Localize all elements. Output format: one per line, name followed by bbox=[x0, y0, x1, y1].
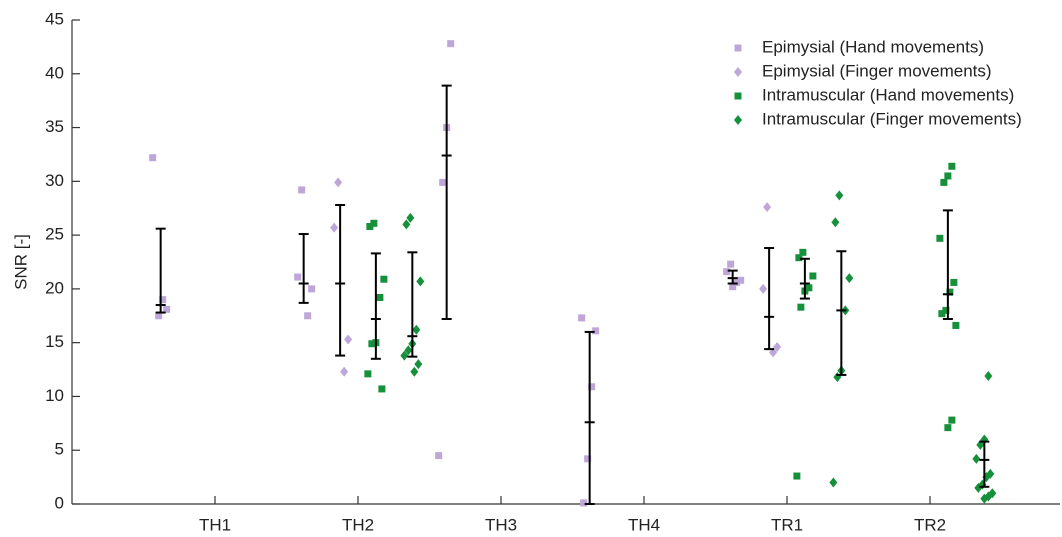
x-tick-label: TH1 bbox=[199, 515, 231, 534]
data-point bbox=[759, 283, 768, 294]
x-tick-label: TR1 bbox=[771, 515, 803, 534]
data-point bbox=[763, 202, 772, 213]
data-point bbox=[376, 293, 384, 301]
data-point bbox=[304, 312, 312, 320]
data-point bbox=[944, 424, 952, 432]
y-tick-label: 5 bbox=[55, 440, 64, 459]
data-point bbox=[829, 477, 838, 488]
x-tick-label: TH3 bbox=[485, 515, 517, 534]
data-point bbox=[364, 370, 372, 378]
data-point bbox=[938, 310, 946, 318]
data-point bbox=[406, 212, 415, 223]
data-point bbox=[416, 276, 425, 287]
data-point bbox=[334, 177, 343, 188]
data-point bbox=[809, 272, 817, 280]
y-tick-label: 0 bbox=[55, 493, 64, 512]
y-tick-label: 45 bbox=[45, 9, 64, 28]
data-point bbox=[578, 314, 586, 322]
data-point bbox=[737, 276, 745, 284]
data-point bbox=[948, 162, 956, 170]
data-point bbox=[984, 371, 993, 382]
data-point bbox=[380, 275, 388, 283]
x-tick-label: TR2 bbox=[914, 515, 946, 534]
data-point bbox=[435, 452, 443, 460]
legend-label: Epimysial (Hand movements) bbox=[762, 37, 984, 56]
legend-marker bbox=[734, 44, 742, 52]
data-point bbox=[439, 178, 447, 186]
legend-label: Intramuscular (Hand movements) bbox=[762, 85, 1014, 104]
data-point bbox=[723, 268, 731, 276]
data-point bbox=[404, 345, 413, 356]
legend-marker bbox=[734, 115, 742, 125]
y-tick-label: 20 bbox=[45, 278, 64, 297]
data-point bbox=[835, 190, 844, 201]
data-point bbox=[980, 493, 989, 504]
legend-marker bbox=[734, 92, 742, 100]
x-tick-label: TH2 bbox=[342, 515, 374, 534]
data-point bbox=[159, 296, 167, 304]
data-point bbox=[793, 472, 801, 480]
data-point bbox=[378, 385, 386, 393]
data-point bbox=[952, 321, 960, 329]
data-point bbox=[447, 40, 455, 48]
data-point bbox=[400, 350, 409, 361]
y-tick-label: 40 bbox=[45, 63, 64, 82]
data-point bbox=[940, 178, 948, 186]
data-point bbox=[298, 186, 306, 194]
data-point bbox=[845, 273, 854, 284]
legend-label: Epimysial (Finger movements) bbox=[762, 61, 992, 80]
data-point bbox=[944, 172, 952, 180]
data-point bbox=[308, 285, 316, 293]
x-tick-label: TH4 bbox=[628, 515, 660, 534]
data-point bbox=[797, 303, 805, 311]
data-point bbox=[805, 284, 813, 292]
legend-label: Intramuscular (Finger movements) bbox=[762, 109, 1022, 128]
data-point bbox=[410, 366, 419, 377]
y-tick-label: 35 bbox=[45, 117, 64, 136]
y-tick-label: 30 bbox=[45, 171, 64, 190]
data-point bbox=[368, 340, 376, 348]
data-point bbox=[795, 254, 803, 262]
data-point bbox=[366, 223, 374, 231]
data-point bbox=[773, 341, 782, 352]
data-point bbox=[831, 217, 840, 228]
data-point bbox=[370, 219, 378, 227]
data-point bbox=[149, 154, 157, 162]
data-point bbox=[733, 278, 741, 286]
data-point bbox=[340, 366, 349, 377]
data-point bbox=[799, 248, 807, 256]
y-tick-label: 25 bbox=[45, 225, 64, 244]
data-point bbox=[163, 305, 171, 313]
data-point bbox=[584, 455, 592, 463]
data-point bbox=[936, 234, 944, 242]
y-tick-label: 15 bbox=[45, 332, 64, 351]
data-point bbox=[414, 359, 423, 370]
y-tick-label: 10 bbox=[45, 386, 64, 405]
data-point bbox=[294, 273, 302, 281]
data-point bbox=[948, 416, 956, 424]
y-axis-label: SNR [-] bbox=[11, 234, 30, 290]
legend-marker bbox=[734, 67, 742, 77]
data-point bbox=[580, 499, 588, 507]
data-point bbox=[402, 219, 411, 230]
data-point bbox=[727, 260, 735, 268]
data-point bbox=[942, 306, 950, 314]
data-point bbox=[972, 453, 981, 464]
data-point bbox=[729, 283, 737, 291]
data-point bbox=[344, 334, 353, 345]
data-point bbox=[588, 383, 596, 391]
data-point bbox=[330, 222, 339, 233]
data-point bbox=[412, 324, 421, 335]
data-point bbox=[946, 288, 954, 296]
data-point bbox=[950, 278, 958, 286]
data-point bbox=[155, 312, 163, 320]
data-point bbox=[974, 482, 983, 493]
data-point bbox=[592, 327, 600, 335]
